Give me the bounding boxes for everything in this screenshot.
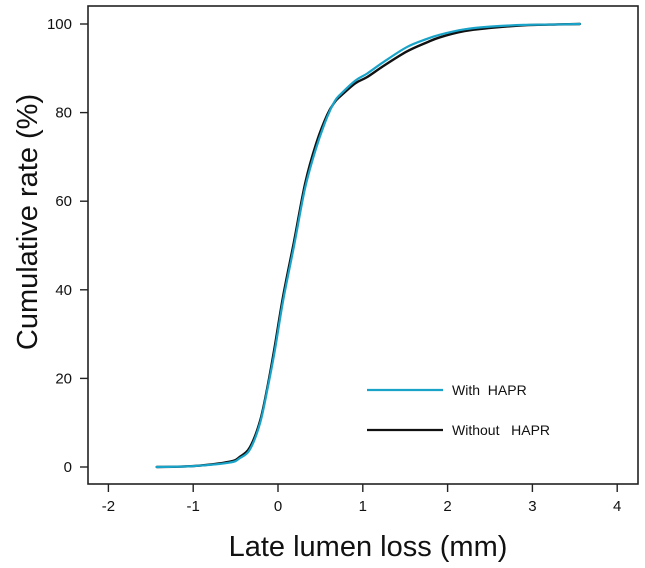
- series-layer: [155, 22, 582, 469]
- y-axis-ticks: 0 20 40 60 80 100: [47, 16, 88, 476]
- y-axis-title: Cumulative rate (%): [12, 94, 44, 350]
- plot-frame: [87, 5, 639, 485]
- series-with-hapr-line: [155, 22, 581, 469]
- legend: With HAPR Without HAPR: [367, 382, 550, 438]
- x-tick-label: -1: [187, 498, 200, 515]
- x-axis-ticks: -2 -1 0 1 2 3 4: [102, 484, 621, 515]
- legend-label-with-hapr: With HAPR: [452, 382, 527, 398]
- y-tick-label: 100: [47, 16, 72, 33]
- y-tick-label: 40: [55, 282, 72, 299]
- y-tick-label: 60: [55, 193, 72, 210]
- x-axis-title: Late lumen loss (mm): [229, 531, 508, 563]
- y-tick-label: 20: [55, 370, 72, 387]
- y-tick-label: 80: [55, 105, 72, 122]
- x-tick-label: 2: [443, 498, 451, 515]
- x-tick-label: 3: [528, 498, 536, 515]
- y-tick-label: 0: [64, 459, 72, 476]
- x-tick-label: 0: [274, 498, 282, 515]
- x-tick-label: -2: [102, 498, 115, 515]
- x-tick-label: 1: [359, 498, 367, 515]
- x-tick-label: 4: [613, 498, 621, 515]
- legend-label-without-hapr: Without HAPR: [452, 422, 550, 438]
